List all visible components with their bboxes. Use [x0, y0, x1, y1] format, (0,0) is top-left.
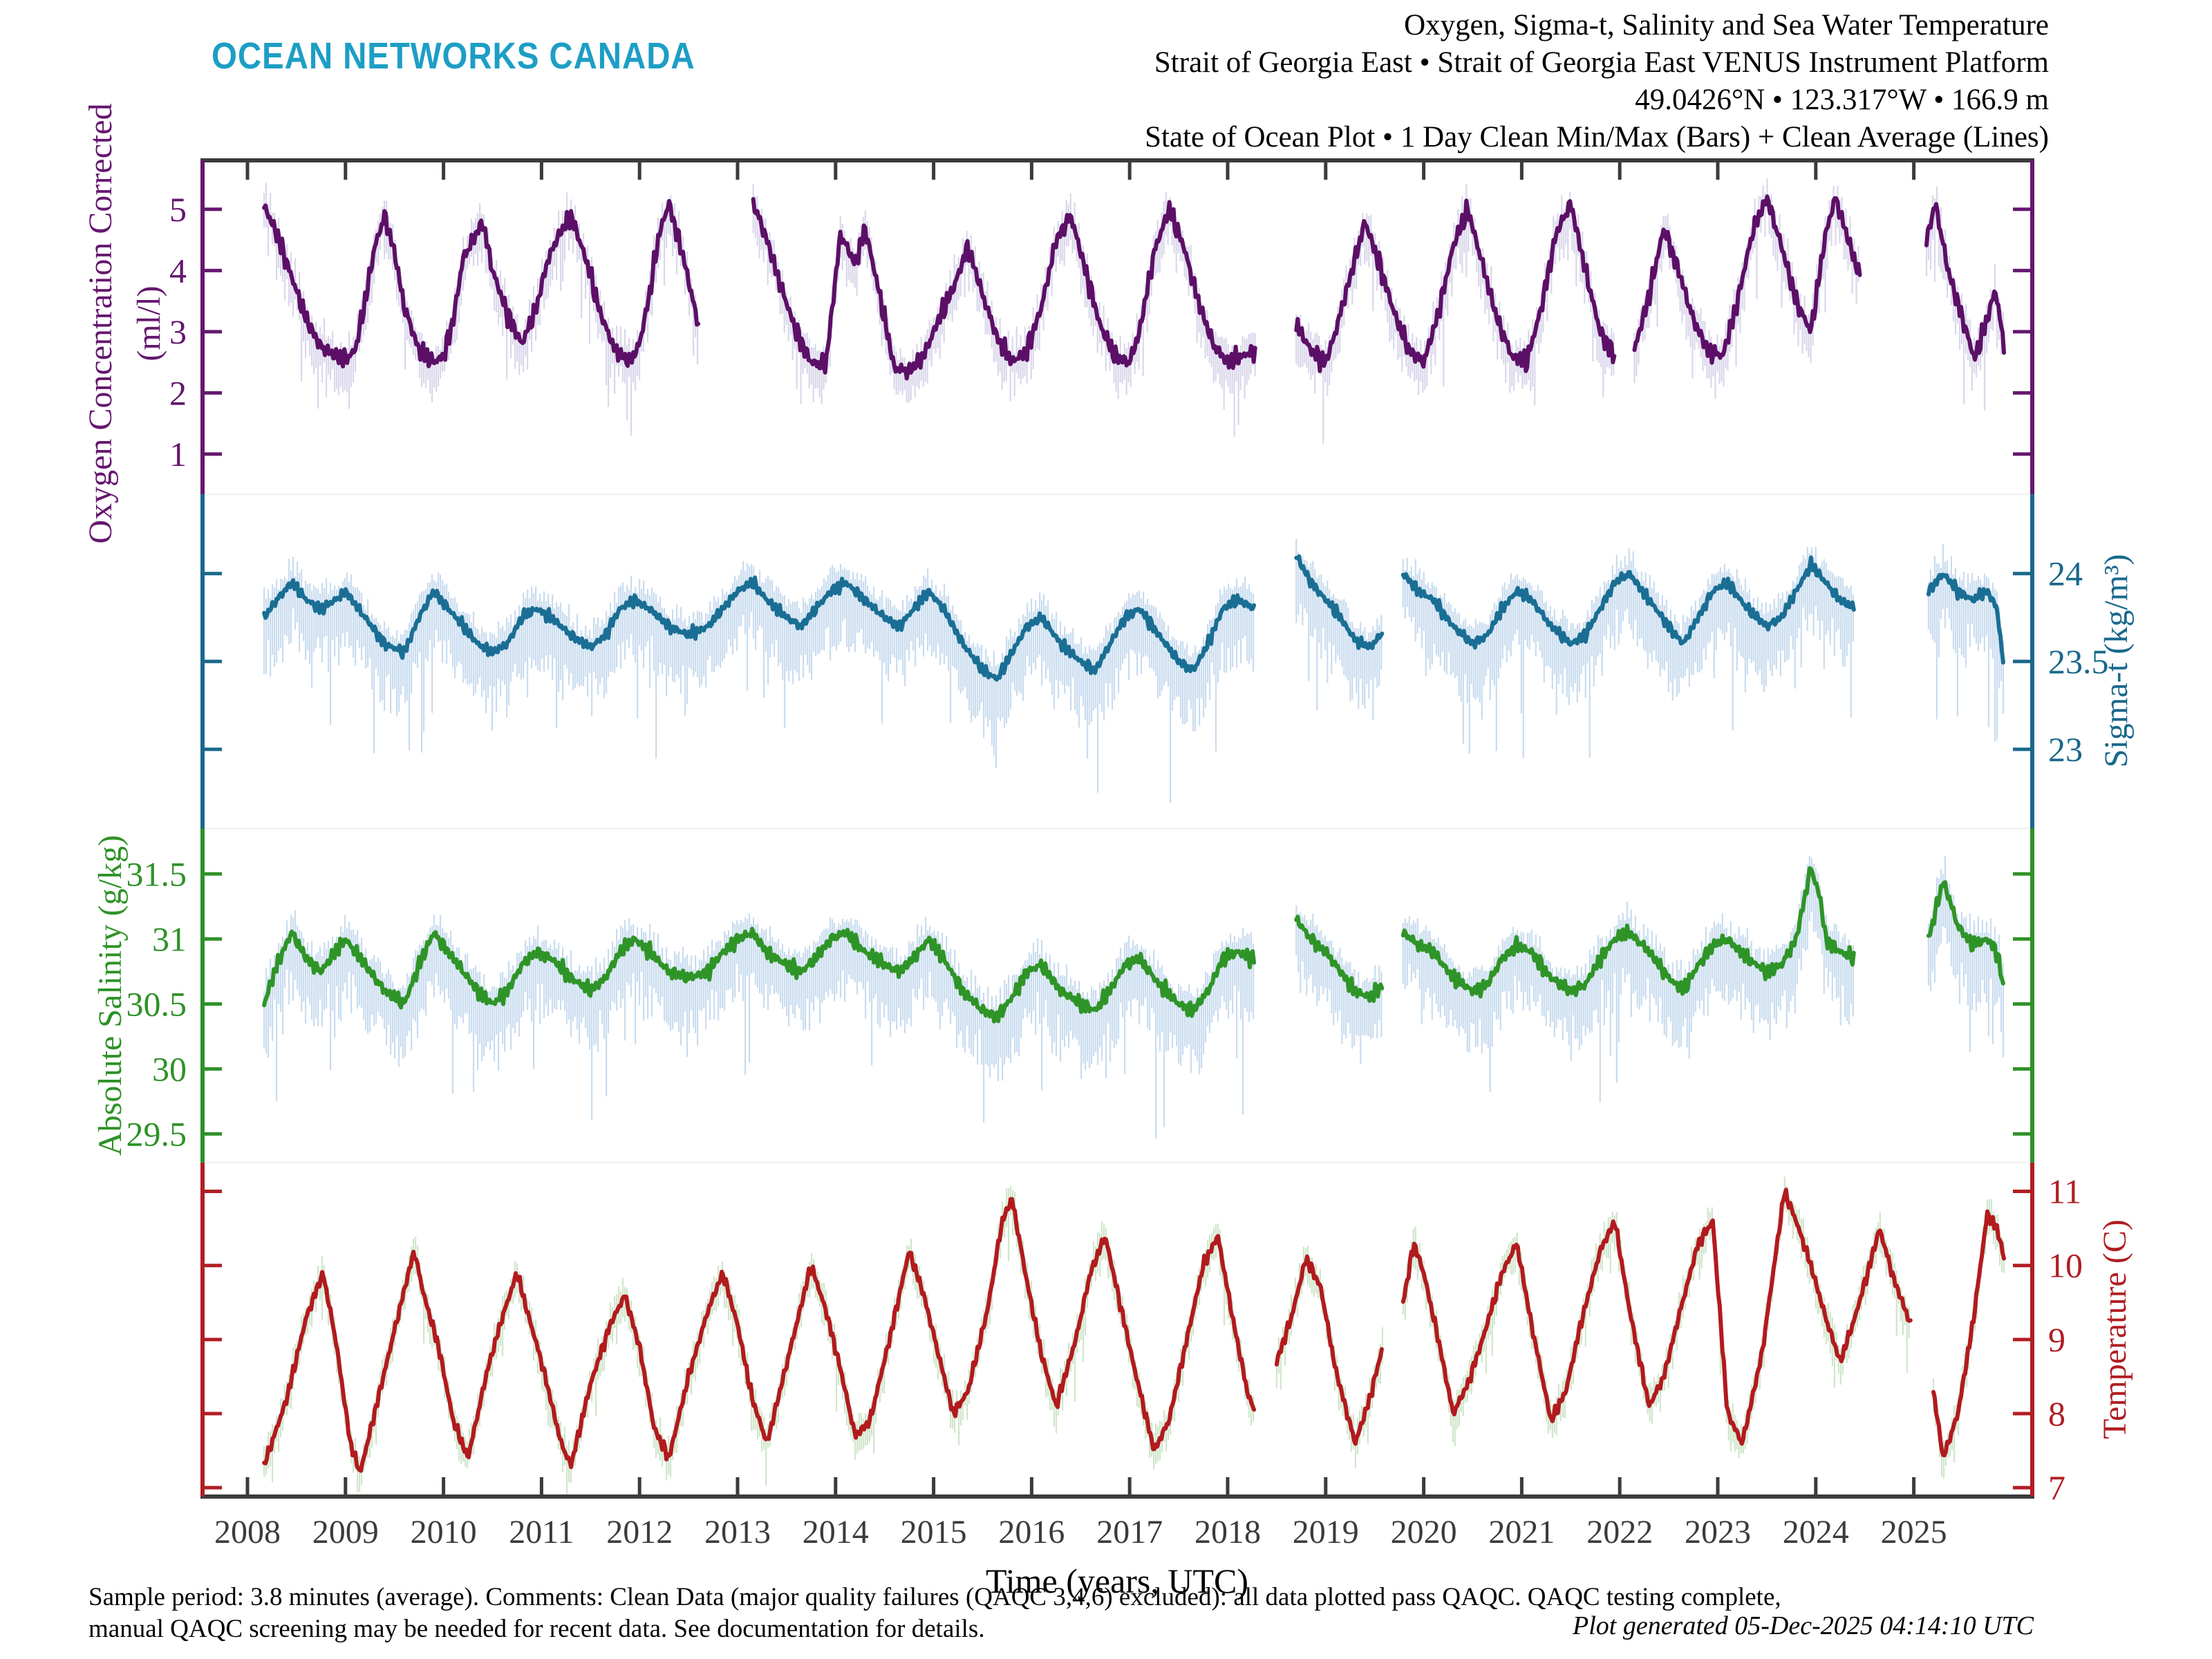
sigma-t-axis-title: Sigma-t (kg/m³): [2098, 554, 2135, 768]
footer-caption-line2: manual QAQC screening may be needed for …: [88, 1615, 985, 1643]
title-line-parameters: Oxygen, Sigma-t, Salinity and Sea Water …: [1404, 9, 2049, 41]
salinity-axis-ticks: 31.5 31 30.5 30 29.5: [126, 854, 2032, 1153]
oxygen-tick-label-4: 4: [169, 251, 187, 290]
temperature-minmax-bars: [263, 1177, 2005, 1495]
temperature-tick-label-8: 8: [2048, 1394, 2065, 1433]
x-tick-label-2014: 2014: [803, 1514, 869, 1550]
sigma-t-axis-ticks: 24 23.5 23: [203, 554, 2109, 769]
x-tick-label-2016: 2016: [998, 1514, 1065, 1550]
title-line-coordinates: 49.0426°N • 123.317°W • 166.9 m: [1635, 84, 2049, 116]
temperature-axis-title: Temperature (C): [2097, 1219, 2133, 1439]
title-line-station: Strait of Georgia East • Strait of Georg…: [1154, 46, 2049, 79]
x-tick-label-2020: 2020: [1391, 1514, 1457, 1550]
salinity-tick-label-31: 31: [152, 919, 187, 958]
oxygen-tick-label-1: 1: [169, 435, 187, 474]
oxygen-tick-label-5: 5: [169, 190, 187, 229]
oxygen-axis-title: Oxygen Concentration Corrected (ml/l): [82, 103, 167, 544]
x-tick-label-2011: 2011: [509, 1514, 574, 1550]
x-tick-label-2021: 2021: [1488, 1514, 1555, 1550]
temperature-tick-label-9: 9: [2048, 1320, 2065, 1359]
x-axis-ticks-and-labels: 2008 2009 2010 2011 2012 2013 2014 2015 2016 2017…: [214, 160, 1947, 1550]
x-axis-title: Time (years, UTC): [985, 1562, 1249, 1600]
salinity-minmax-bars: [263, 856, 2004, 1138]
salinity-axis-title: Absolute Salinity (g/kg): [92, 835, 129, 1156]
x-tick-label-2012: 2012: [606, 1514, 673, 1550]
sigma-t-tick-label-23: 23: [2048, 730, 2083, 769]
temperature-axis-ticks: 11 10 9 8 7: [203, 1172, 2083, 1507]
x-tick-label-2022: 2022: [1586, 1514, 1653, 1550]
salinity-tick-label-30: 30: [152, 1049, 187, 1088]
sigma-t-tick-label-23.5: 23.5: [2048, 642, 2109, 681]
title-line-plot-type: State of Ocean Plot • 1 Day Clean Min/Ma…: [1145, 121, 2049, 153]
x-tick-label-2009: 2009: [312, 1514, 379, 1550]
salinity-tick-label-30.5: 30.5: [126, 984, 187, 1023]
sigma-t-minmax-bars: [263, 538, 2004, 803]
temperature-tick-label-10: 10: [2048, 1246, 2083, 1285]
oxygen-minmax-bars: [263, 178, 2005, 444]
oxygen-tick-label-3: 3: [169, 312, 187, 351]
temperature-tick-label-11: 11: [2048, 1172, 2081, 1211]
temperature-series: [262, 1177, 2006, 1495]
footer-caption-line1: Sample period: 3.8 minutes (average). Co…: [88, 1583, 1781, 1611]
oxygen-series: [262, 178, 2006, 444]
x-tick-label-2008: 2008: [214, 1514, 281, 1550]
plot-generated-timestamp: Plot generated 05-Dec-2025 04:14:10 UTC: [1573, 1611, 2034, 1640]
footer-caption: Sample period: 3.8 minutes (average). Co…: [88, 1582, 1781, 1645]
salinity-average-line: [262, 866, 2005, 1024]
x-tick-label-2023: 2023: [1685, 1514, 1751, 1550]
oxygen-average-line: [262, 194, 2006, 381]
x-tick-label-2010: 2010: [411, 1514, 477, 1550]
plot-title-block: Oxygen, Sigma-t, Salinity and Sea Water …: [1145, 7, 2049, 156]
x-tick-label-2017: 2017: [1096, 1514, 1163, 1550]
temperature-tick-label-7: 7: [2048, 1468, 2065, 1507]
sigma-t-tick-label-24: 24: [2048, 554, 2083, 593]
x-tick-label-2024: 2024: [1783, 1514, 1849, 1550]
salinity-tick-label-29.5: 29.5: [126, 1114, 187, 1153]
x-tick-label-2015: 2015: [901, 1514, 967, 1550]
sigma-t-average-line: [262, 554, 2005, 682]
salinity-series: [262, 856, 2005, 1138]
temperature-average-line: [262, 1188, 2006, 1473]
ocean-networks-canada-logo: OCEAN NETWORKS CANADA: [212, 35, 695, 77]
salinity-tick-label-31.5: 31.5: [126, 854, 187, 893]
x-tick-label-2018: 2018: [1194, 1514, 1261, 1550]
data-series-layer: [262, 178, 2006, 1495]
x-tick-label-2019: 2019: [1293, 1514, 1359, 1550]
x-tick-label-2025: 2025: [1881, 1514, 1947, 1550]
oxygen-axis-ticks: 5 4 3 2 1: [169, 190, 2032, 474]
x-tick-label-2013: 2013: [704, 1514, 771, 1550]
panel-boundary-lines: [203, 494, 2032, 1163]
oxygen-tick-label-2: 2: [169, 373, 187, 412]
sigma-t-series: [262, 538, 2005, 803]
